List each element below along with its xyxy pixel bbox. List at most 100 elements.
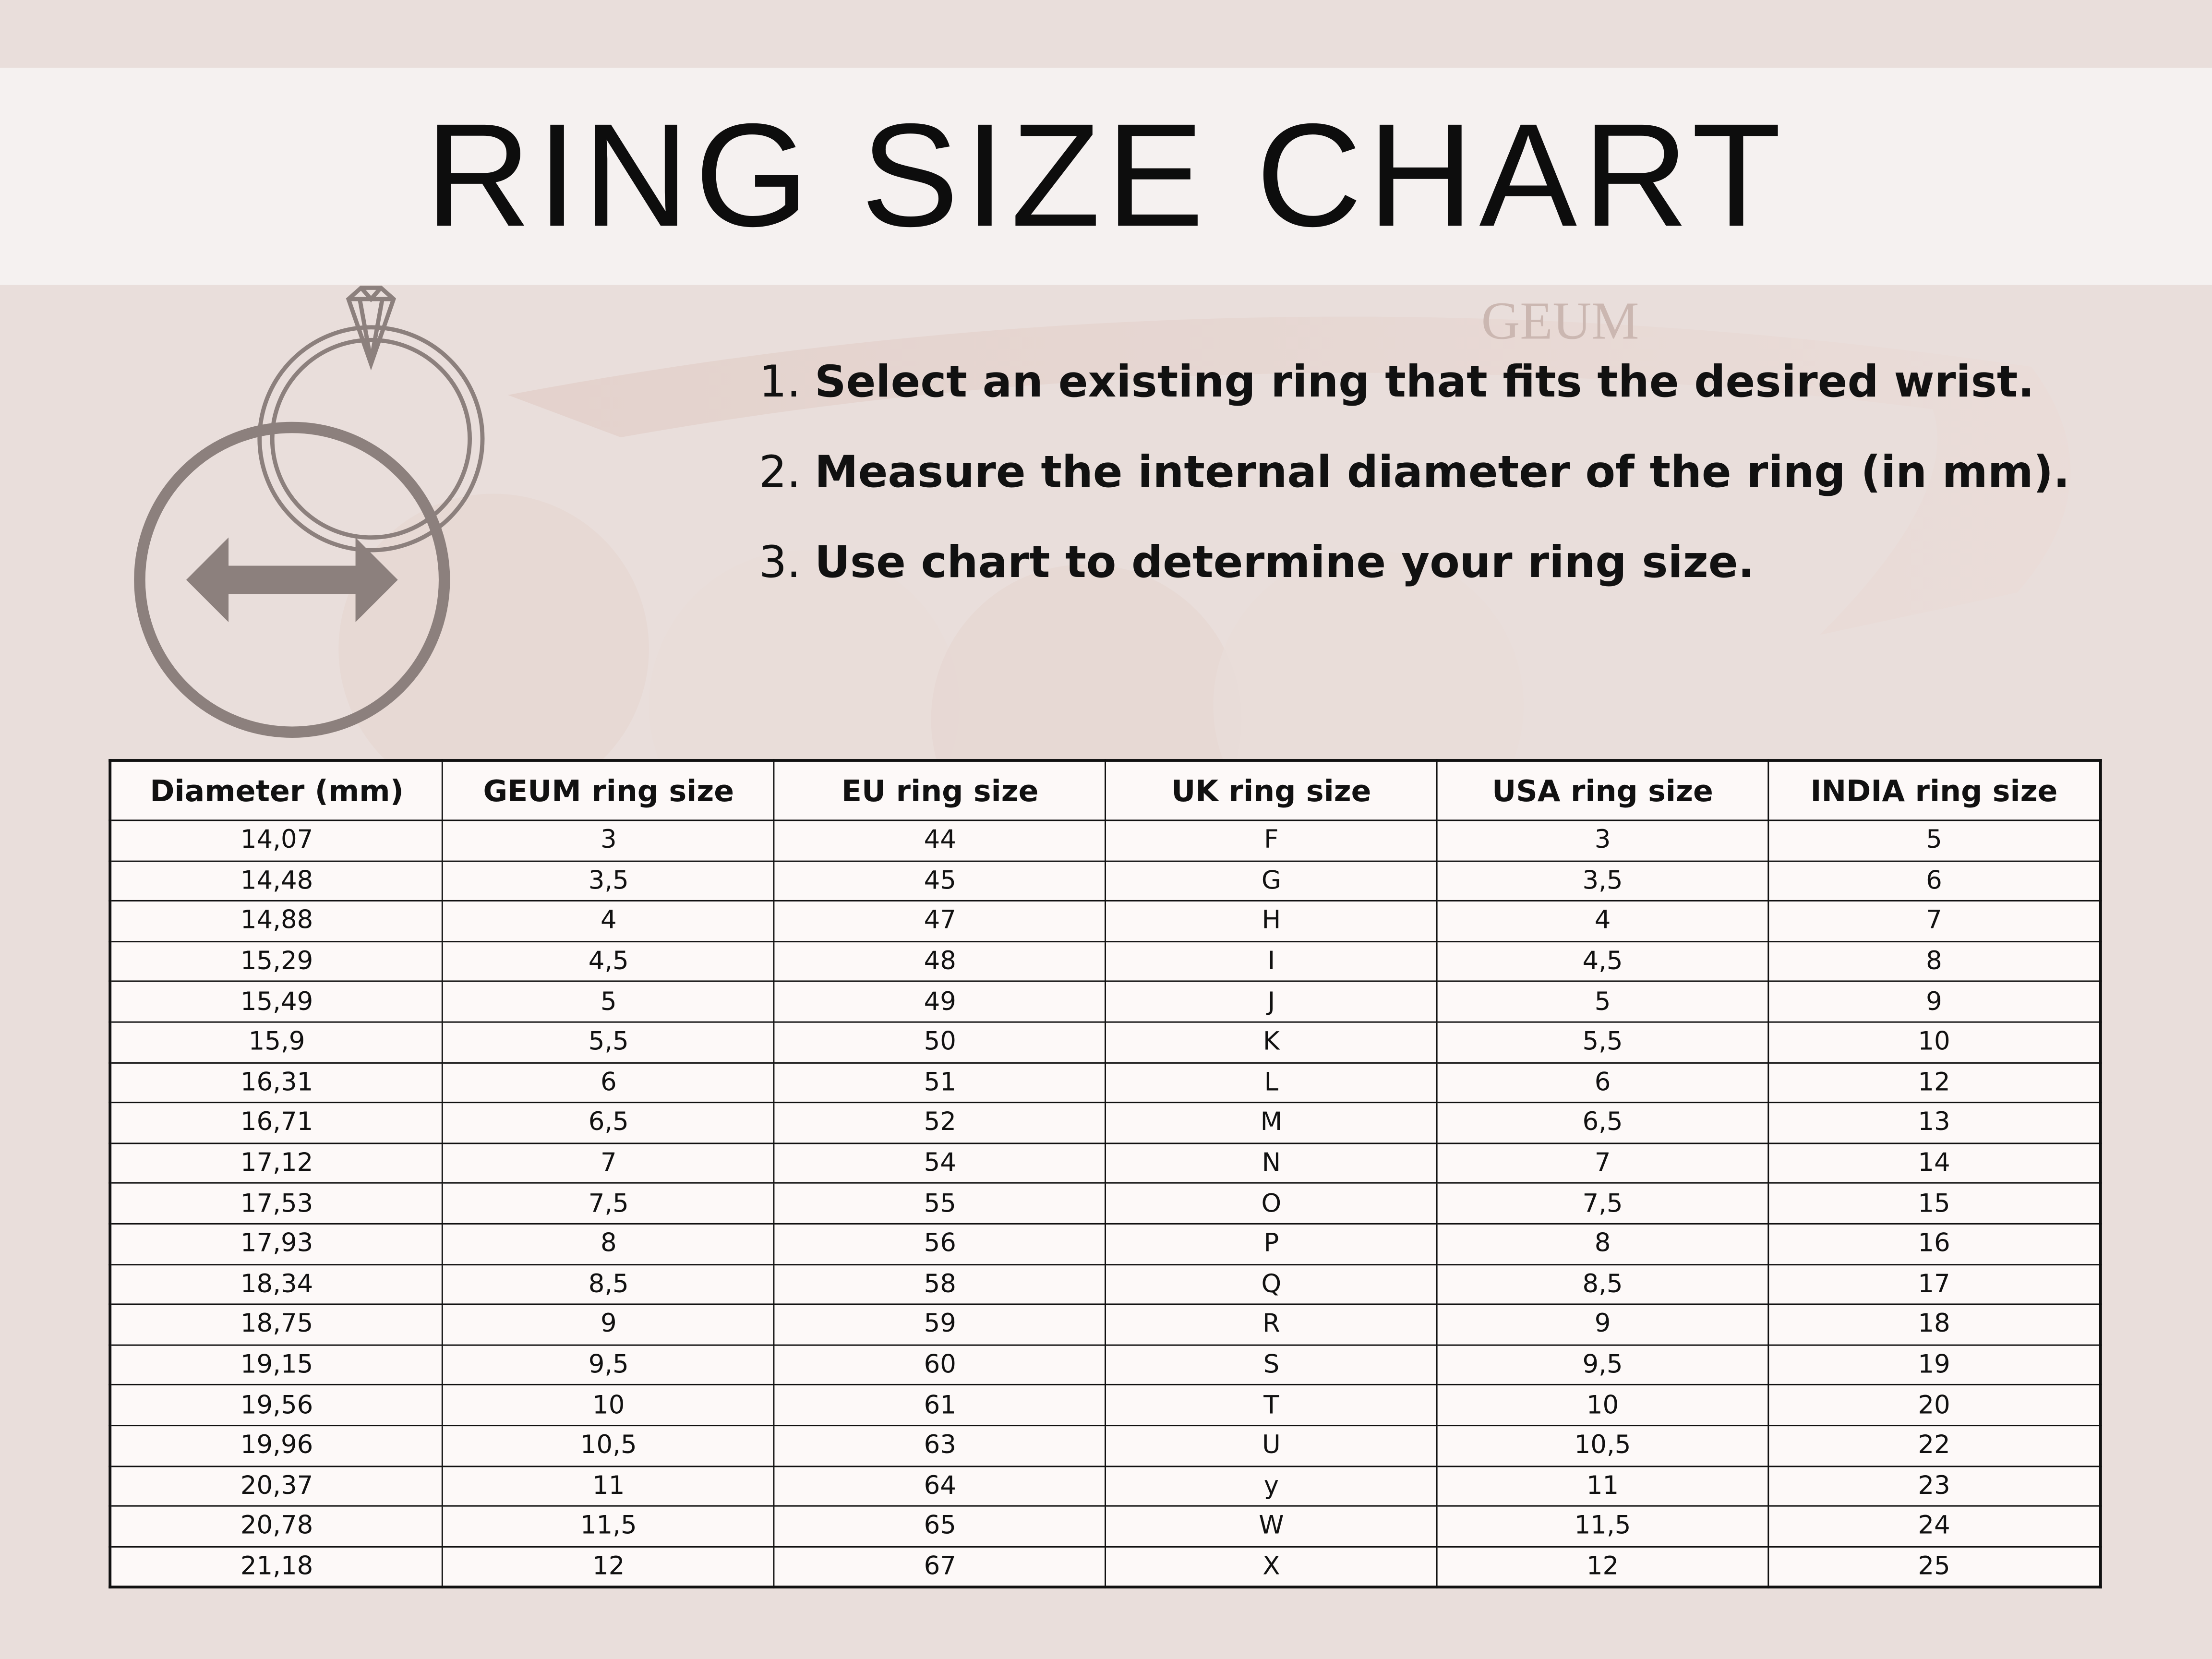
table-row: 17,53 7,5 55 O 7,5 15 — [109, 1182, 2102, 1225]
table-cell: F — [1105, 819, 1438, 862]
table-cell: 9 — [1767, 981, 2102, 1023]
table-cell: 7 — [1767, 900, 2102, 942]
table-cell: 4 — [1436, 900, 1769, 942]
table-cell: 6 — [1767, 860, 2102, 902]
table-cell: 48 — [773, 940, 1106, 983]
table-cell: 11 — [1436, 1465, 1769, 1507]
table-cell: 24 — [1767, 1505, 2102, 1547]
table-cell: 20 — [1767, 1384, 2102, 1426]
table-cell: 55 — [773, 1182, 1106, 1225]
table-cell: 7 — [442, 1142, 775, 1184]
table-cell: 4,5 — [1436, 940, 1769, 983]
table-cell: 6,5 — [1436, 1102, 1769, 1144]
table-cell: 17 — [1767, 1263, 2102, 1305]
table-cell: 5,5 — [442, 1021, 775, 1063]
table-cell: 5 — [1767, 819, 2102, 862]
table-row: 15,9 5,5 50 K 5,5 10 — [109, 1021, 2102, 1063]
table-cell: 6 — [442, 1061, 775, 1104]
table-cell: 11 — [442, 1465, 775, 1507]
table-row: 19,15 9,5 60 S 9,5 19 — [109, 1344, 2102, 1386]
table-cell: 17,53 — [109, 1182, 444, 1225]
column-header: Diameter (mm) — [109, 759, 444, 821]
table-row: 18,34 8,5 58 Q 8,5 17 — [109, 1263, 2102, 1305]
table-cell: 7 — [1436, 1142, 1769, 1184]
table-cell: 16 — [1767, 1223, 2102, 1265]
table-cell: 23 — [1767, 1465, 2102, 1507]
table-cell: 7,5 — [1436, 1182, 1769, 1225]
table-cell: 5 — [442, 981, 775, 1023]
table-cell: 25 — [1767, 1545, 2102, 1588]
diameter-arrow-icon — [134, 421, 450, 738]
table-cell: 8 — [1767, 940, 2102, 983]
table-cell: 10,5 — [442, 1424, 775, 1467]
instruction-step: 1. Select an existing ring that fits the… — [759, 357, 2035, 408]
table-row: 15,49 5 49 J 5 9 — [109, 981, 2102, 1023]
column-header: UK ring size — [1105, 759, 1438, 821]
table-cell: 5,5 — [1436, 1021, 1769, 1063]
table-row: 20,78 11,5 65 W 11,5 24 — [109, 1505, 2102, 1547]
table-row: 14,07 3 44 F 3 5 — [109, 819, 2102, 862]
table-cell: 15,9 — [109, 1021, 444, 1063]
table-row: 14,88 4 47 H 4 7 — [109, 900, 2102, 942]
table-cell: 60 — [773, 1344, 1106, 1386]
table-cell: 19,15 — [109, 1344, 444, 1386]
table-cell: 8,5 — [1436, 1263, 1769, 1305]
table-row: 19,56 10 61 T 10 20 — [109, 1384, 2102, 1426]
table-cell: 22 — [1767, 1424, 2102, 1467]
table-row: 17,93 8 56 P 8 16 — [109, 1223, 2102, 1265]
table-cell: H — [1105, 900, 1438, 942]
table-cell: 17,12 — [109, 1142, 444, 1184]
table-cell: 11,5 — [1436, 1505, 1769, 1547]
table-cell: 19,56 — [109, 1384, 444, 1426]
table-cell: 4,5 — [442, 940, 775, 983]
table-cell: 20,37 — [109, 1465, 444, 1507]
table-row: 21,18 12 67 X 12 25 — [109, 1545, 2102, 1588]
table-cell: 11,5 — [442, 1505, 775, 1547]
table-cell: 15 — [1767, 1182, 2102, 1225]
table-cell: 10 — [442, 1384, 775, 1426]
table-cell: 12 — [1767, 1061, 2102, 1104]
table-cell: 4 — [442, 900, 775, 942]
table-cell: P — [1105, 1223, 1438, 1265]
table-cell: 3,5 — [442, 860, 775, 902]
table-cell: J — [1105, 981, 1438, 1023]
column-header: EU ring size — [773, 759, 1106, 821]
table-cell: 54 — [773, 1142, 1106, 1184]
watermark-text: GEUM — [1481, 291, 1639, 350]
instruction-step: 3. Use chart to determine your ring size… — [759, 537, 1755, 589]
table-cell: y — [1105, 1465, 1438, 1507]
table-cell: X — [1105, 1545, 1438, 1588]
table-cell: L — [1105, 1061, 1438, 1104]
table-cell: I — [1105, 940, 1438, 983]
table-cell: 8 — [1436, 1223, 1769, 1265]
table-cell: G — [1105, 860, 1438, 902]
column-header: GEUM ring size — [442, 759, 775, 821]
table-cell: 12 — [442, 1545, 775, 1588]
table-cell: 9,5 — [1436, 1344, 1769, 1386]
table-cell: 14,07 — [109, 819, 444, 862]
table-row: 16,31 6 51 L 6 12 — [109, 1061, 2102, 1104]
table-cell: 63 — [773, 1424, 1106, 1467]
table-cell: 5 — [1436, 981, 1769, 1023]
size-table: Diameter (mm) GEUM ring size EU ring size U… — [108, 759, 2102, 1589]
table-cell: U — [1105, 1424, 1438, 1467]
table-cell: 6,5 — [442, 1102, 775, 1144]
table-cell: 16,71 — [109, 1102, 444, 1144]
ring-measure-illustration — [134, 286, 485, 738]
table-cell: 9,5 — [442, 1344, 775, 1386]
table-cell: 65 — [773, 1505, 1106, 1547]
table-cell: K — [1105, 1021, 1438, 1063]
table-cell: 44 — [773, 819, 1106, 862]
table-cell: 19,96 — [109, 1424, 444, 1467]
table-cell: 61 — [773, 1384, 1106, 1426]
table-cell: 14 — [1767, 1142, 2102, 1184]
table-cell: 17,93 — [109, 1223, 444, 1265]
table-cell: 14,48 — [109, 860, 444, 902]
table-cell: 45 — [773, 860, 1106, 902]
table-cell: O — [1105, 1182, 1438, 1225]
background-ring-photo: GEUM — [338, 291, 2071, 762]
table-cell: R — [1105, 1303, 1438, 1346]
table-cell: 10 — [1767, 1021, 2102, 1063]
table-cell: 21,18 — [109, 1545, 444, 1588]
